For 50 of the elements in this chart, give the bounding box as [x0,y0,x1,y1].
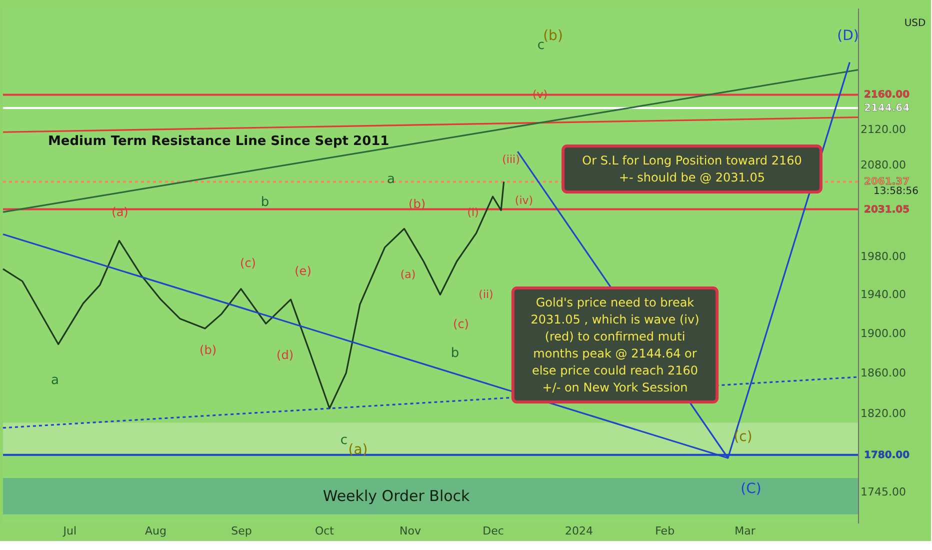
y-tick-label: 2120.00 [860,122,906,136]
annotation: (C) [740,481,762,497]
band-label: Weekly Order Block [322,487,470,506]
ref-line-label: 2160.00 [864,90,910,101]
annotation: (iv) [514,194,534,207]
annotation: a [51,373,59,388]
annotation: (iii) [502,153,520,166]
annotation: (e) [294,264,312,278]
annotation: (c) [240,256,256,270]
annotation: c [537,38,545,53]
annotation: a [387,172,395,187]
text: 13:58:56 [874,186,918,197]
annotation: (c) [453,317,469,331]
y-tick-label: 1820.00 [860,406,906,420]
annotation: b [450,346,460,361]
annotation: (D) [837,28,859,44]
x-tick-label: Jul [62,524,77,538]
x-tick-label: Dec [482,524,504,538]
annotation: Or S.L for Long Position toward 2160 +- should be @ 2031.05 [582,154,802,184]
y-tick-label: 1980.00 [860,250,906,264]
x-tick-label: Nov [400,524,422,538]
x-tick-label: Sep [231,524,252,538]
x-tick-label: Aug [144,524,166,538]
annotation: Gold's price need to break 2031.05 , which is wave (iv) (red) to confirmed muti months peak @ 2144.64 or else price could reach 2160 +/- on New York Session [530,296,700,394]
ref-line-label: 1780.00 [864,450,910,461]
text: USD [904,18,926,29]
annotation: (i) [467,206,479,219]
annotation: (ii) [478,288,494,301]
x-tick-label: Mar [734,524,756,538]
annotation: (a) [400,268,416,281]
annotation: (a) [348,442,368,458]
annotation: (b) [200,343,216,357]
ref-line-label: 2144.64 [864,102,910,114]
annotation: (b) [543,28,563,44]
y-tick-label: 2080.00 [860,158,906,172]
y-tick-label: 1900.00 [860,326,906,340]
y-tick-label: 1940.00 [860,288,906,302]
annotation: b [260,195,270,210]
x-tick-label: Feb [655,524,675,538]
annotation: Medium Term Resistance Line Since Sept 2011 [48,134,390,149]
ref-line-label: 2061.37 [864,176,910,188]
ref-line-label: 2031.05 [864,204,910,216]
annotation: c [340,433,348,448]
annotation: (c) [734,429,752,445]
annotation: (d) [276,348,294,362]
x-tick-label: Oct [314,524,335,538]
y-tick-label: 1860.00 [860,366,906,380]
annotation: (b) [408,197,426,211]
y-tick-label: 1745.00 [860,485,906,498]
x-tick-label: 2024 [565,524,594,538]
